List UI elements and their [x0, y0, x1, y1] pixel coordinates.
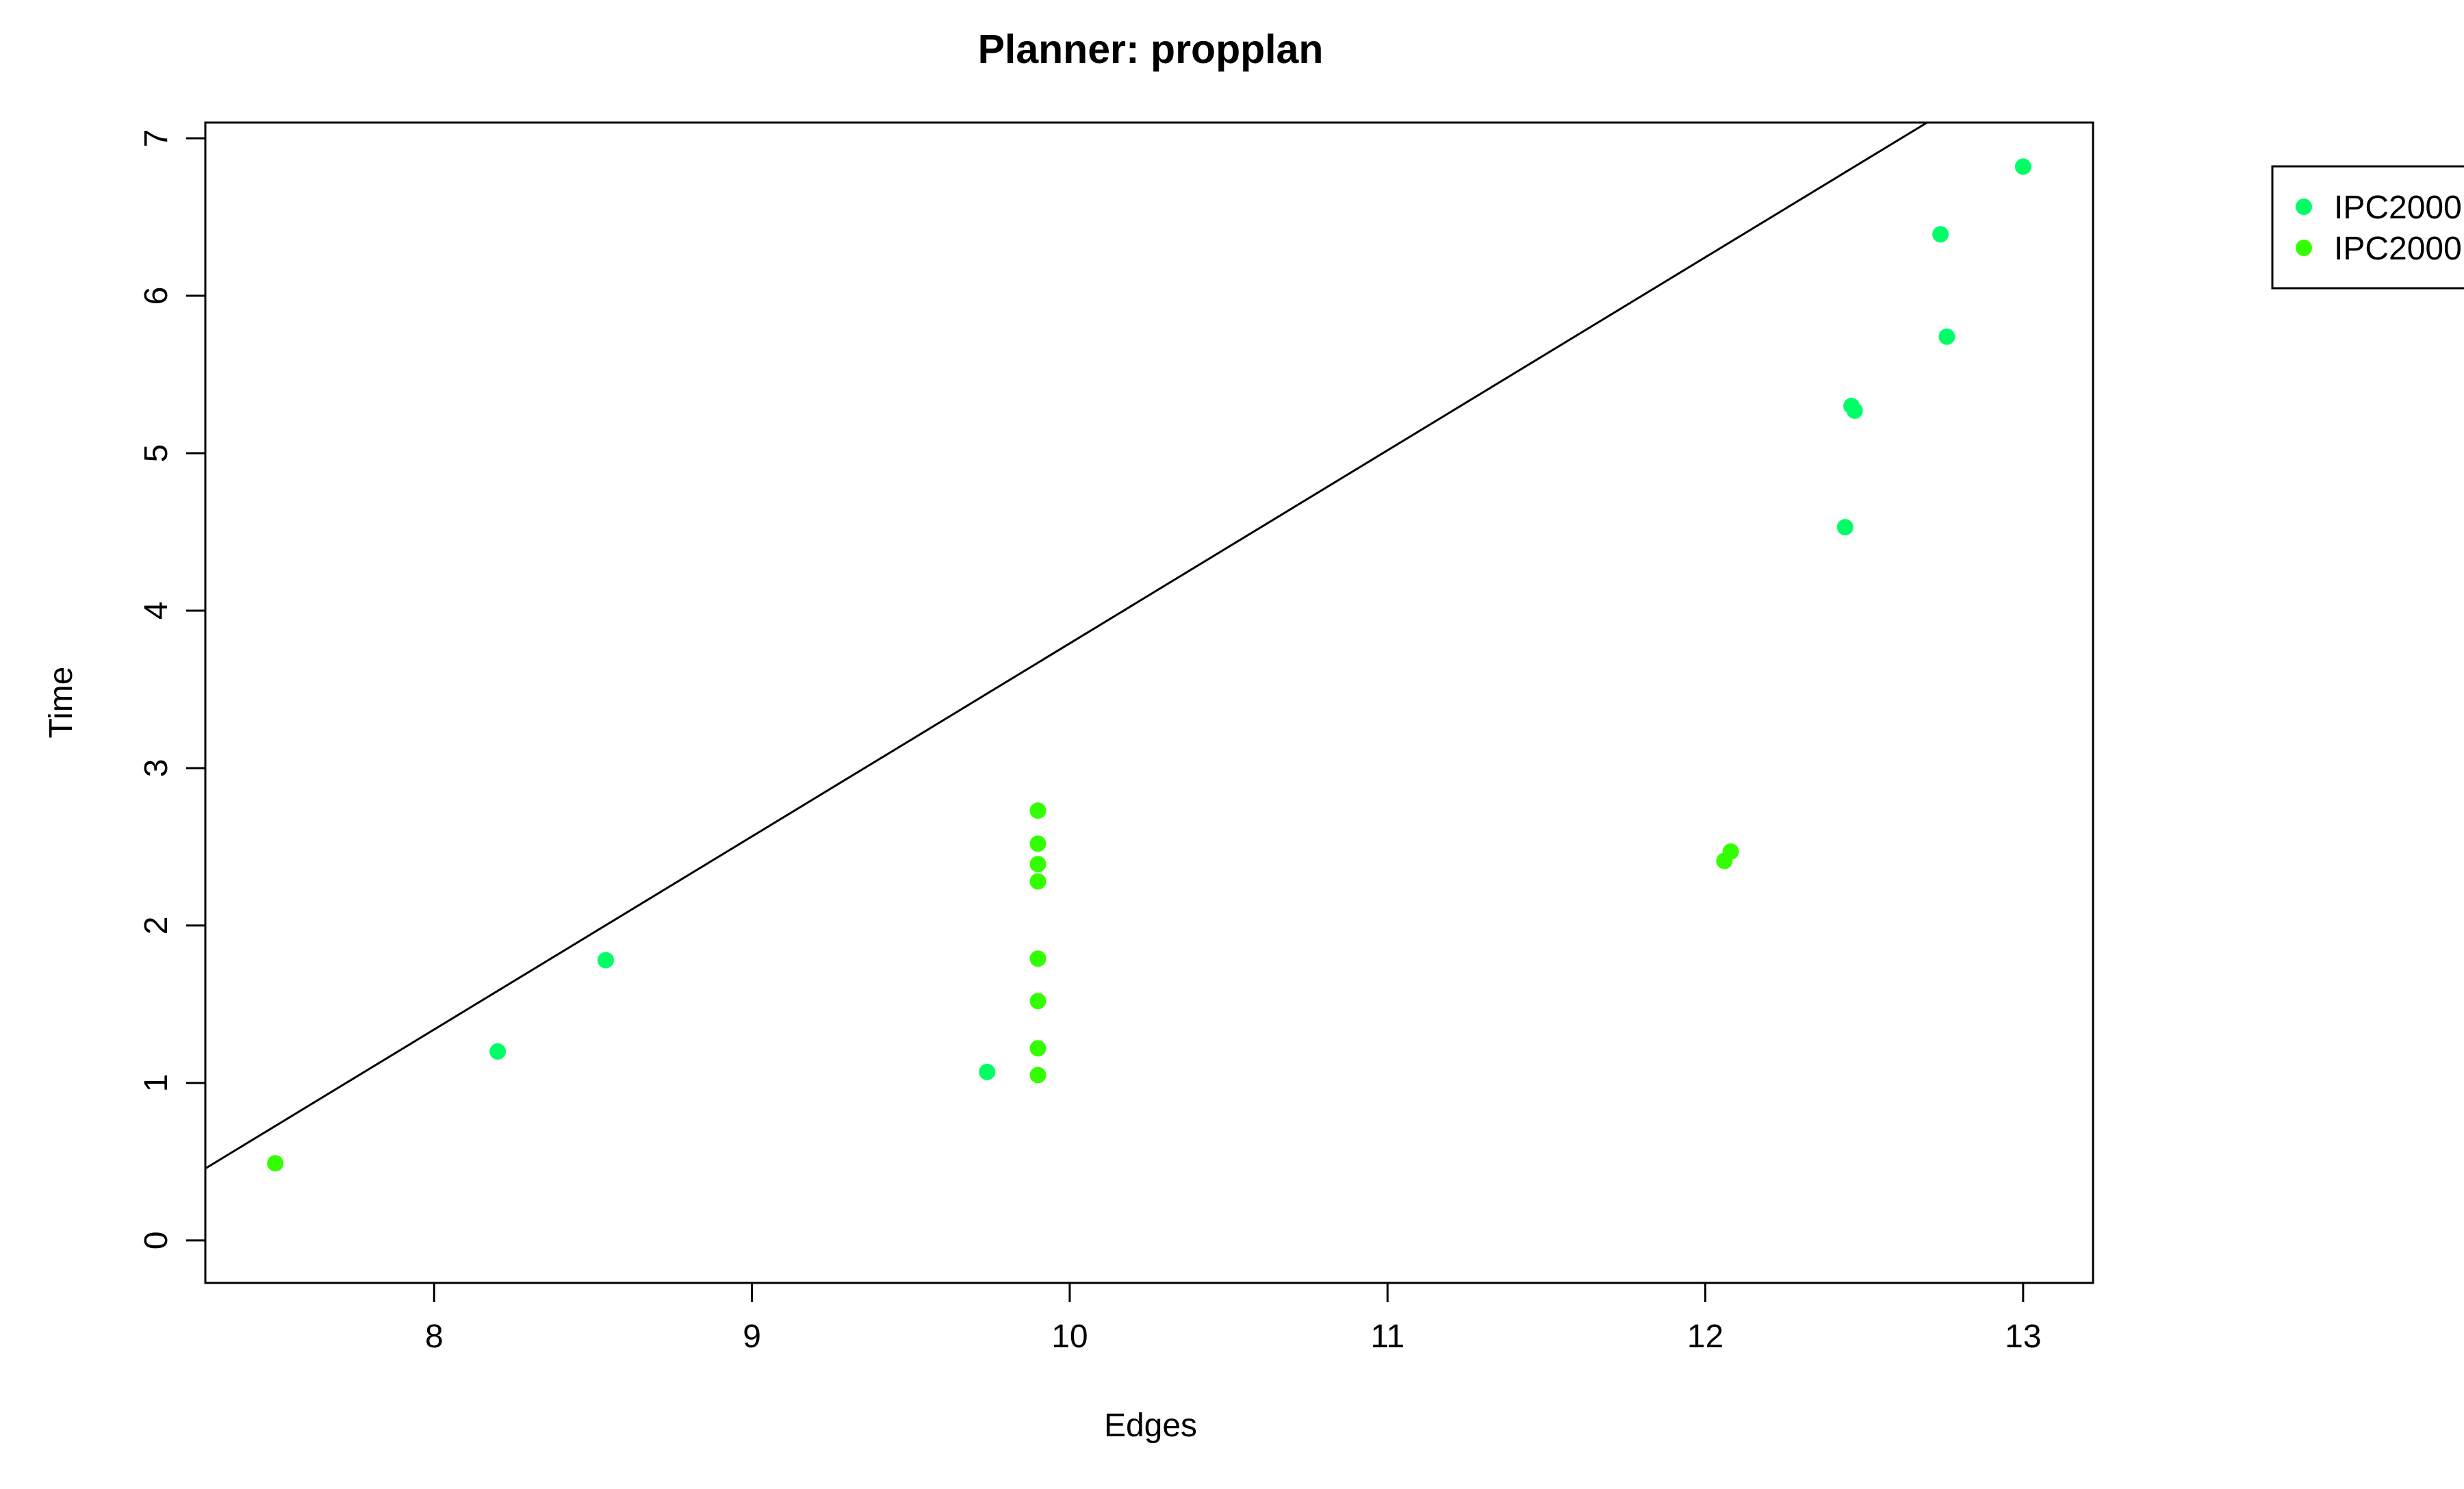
data-point-series-2: [1029, 1067, 1047, 1084]
data-point-series-1: [489, 1043, 506, 1060]
regression-line-group: [205, 121, 1928, 1170]
data-point-series-2: [1029, 950, 1047, 967]
legend-label-series-1: IPC2000: [2334, 190, 2462, 226]
x-tick-label: 11: [1370, 1319, 1404, 1355]
data-point-series-1: [1846, 402, 1863, 419]
regression-line: [205, 121, 1928, 1170]
y-axis-label: Time: [43, 667, 79, 739]
y-tick-label: 2: [138, 917, 175, 935]
y-tick-label: 4: [138, 602, 175, 620]
y-tick-label: 3: [138, 759, 175, 778]
chart-title: Planner: propplan: [978, 27, 1324, 72]
x-axis-label: Edges: [1104, 1408, 1197, 1444]
plot-area: [204, 121, 2094, 1284]
data-point-series-1: [1938, 328, 1955, 345]
data-point-series-1: [1932, 226, 1949, 243]
y-tick-label: 0: [138, 1232, 175, 1250]
data-point-series-2: [1029, 802, 1047, 819]
x-tick-label: 12: [1687, 1319, 1723, 1355]
data-point-series-2: [1029, 835, 1047, 852]
legend: IPC2000 IPC2000: [2271, 165, 2464, 290]
legend-label-series-2: IPC2000: [2334, 231, 2462, 267]
data-point-series-2: [1029, 1040, 1047, 1057]
x-tick-label: 8: [425, 1319, 444, 1355]
data-point-series-1: [1836, 519, 1853, 536]
data-point-series-2: [1722, 843, 1739, 860]
legend-marker-series-2: [2296, 240, 2312, 256]
data-point-series-2: [267, 1155, 284, 1172]
data-point-series-2: [1029, 856, 1047, 873]
data-point-series-2: [1029, 993, 1047, 1010]
data-point-series-1: [979, 1063, 996, 1080]
x-tick-label: 13: [2005, 1319, 2041, 1355]
data-point-series-1: [598, 952, 615, 969]
legend-box: [2271, 165, 2464, 290]
x-axis: 8 9 10 11 12 13: [425, 1283, 2042, 1355]
x-tick-label: 10: [1051, 1319, 1088, 1355]
y-tick-label: 7: [138, 129, 175, 148]
y-axis: 0 1 2 3 4 5 6 7: [138, 129, 205, 1250]
data-point-series-1: [2014, 158, 2031, 175]
data-point-series-2: [1029, 873, 1047, 890]
data-points: [267, 158, 2031, 1172]
y-tick-label: 6: [138, 287, 175, 305]
legend-marker-series-1: [2296, 199, 2312, 215]
y-tick-label: 1: [138, 1074, 175, 1093]
x-tick-label: 9: [743, 1319, 761, 1355]
y-tick-label: 5: [138, 444, 175, 463]
